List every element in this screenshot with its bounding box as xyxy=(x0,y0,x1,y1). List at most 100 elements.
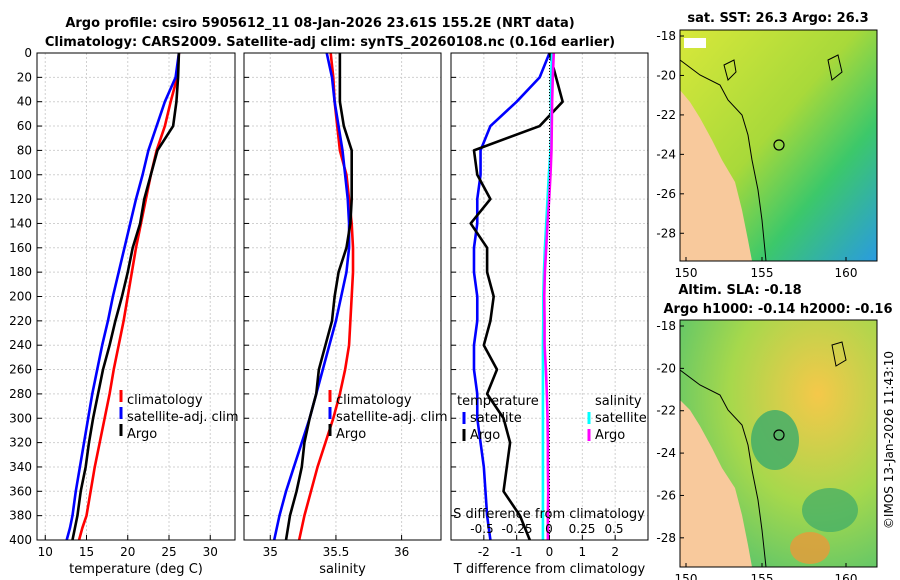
salinity-series-argo xyxy=(284,53,353,541)
map-ytick-label: -28 xyxy=(656,226,676,240)
map-ytick-label: -28 xyxy=(656,531,676,545)
salinity-xtick-label: 35.5 xyxy=(323,545,350,559)
sla-map-title-line1: Altim. SLA: -0.18 xyxy=(678,283,801,298)
depth-tick-label: 160 xyxy=(9,241,32,255)
diff-salinity-tick-label: 0.25 xyxy=(569,522,596,536)
diff-legend-salinity-label: Argo xyxy=(595,428,625,443)
figure-title-line2: Climatology: CARS2009. Satellite-adj cli… xyxy=(45,35,615,50)
sla-eddy xyxy=(751,410,799,470)
temperature-xlabel: temperature (deg C) xyxy=(69,562,203,577)
depth-tick-label: 220 xyxy=(9,314,32,328)
temperature-series-climatology xyxy=(77,52,181,541)
diff-legend-salinity-label: satellite xyxy=(595,411,647,426)
depth-tick-label: 280 xyxy=(9,387,32,401)
depth-tick-label: 100 xyxy=(9,168,32,182)
salinity-xtick-label: 35 xyxy=(263,545,278,559)
depth-tick-label: 380 xyxy=(9,509,32,523)
salinity-legend-label: Argo xyxy=(336,427,366,442)
depth-tick-label: 140 xyxy=(9,216,32,230)
diff-salinity-tick-label: -0.5 xyxy=(470,522,493,536)
depth-tick-label: 40 xyxy=(17,95,32,109)
depth-tick-label: 340 xyxy=(9,460,32,474)
salinity-legend-label: climatology xyxy=(336,393,412,408)
diff-legend-temperature-label: satellite xyxy=(470,411,522,426)
sla-map: Altim. SLA: -0.18 Argo h1000: -0.14 h200… xyxy=(656,283,892,580)
sst-land xyxy=(680,30,752,261)
depth-tick-label: 60 xyxy=(17,119,32,133)
salinity-xtick-label: 36 xyxy=(394,545,409,559)
temperature-legend-label: Argo xyxy=(127,427,157,442)
difference-xtick-label: 0 xyxy=(546,545,554,559)
map-ytick-label: -20 xyxy=(656,68,676,82)
sst-reef-contour-2 xyxy=(827,54,843,81)
sst-reef-contour xyxy=(723,59,737,81)
salinity-series-satellite-adj-clim xyxy=(272,52,351,541)
difference-xtick-label: -2 xyxy=(478,545,490,559)
diff-salinity-axis-label: S difference from climatology xyxy=(453,507,645,522)
sst-map-frame xyxy=(679,29,878,262)
salinity-axes-frame xyxy=(243,52,442,541)
depth-tick-label: 200 xyxy=(9,290,32,304)
map-ytick-label: -22 xyxy=(656,108,676,122)
sst-map-title: sat. SST: 26.3 Argo: 26.3 xyxy=(687,11,868,26)
sst-missing-data xyxy=(684,38,706,48)
map-xtick-label: 160 xyxy=(835,266,858,280)
map-xtick-label: 160 xyxy=(835,572,858,580)
difference-axes-frame xyxy=(450,52,649,541)
map-ytick-label: -18 xyxy=(656,29,676,43)
depth-tick-label: 400 xyxy=(9,533,32,547)
depth-tick-label: 0 xyxy=(24,46,32,60)
depth-tick-label: 320 xyxy=(9,436,32,450)
depth-tick-label: 260 xyxy=(9,363,32,377)
difference-xtick-label: 1 xyxy=(579,545,587,559)
temperature-xtick-label: 15 xyxy=(79,545,94,559)
difference-xtick-label: -1 xyxy=(511,545,523,559)
salinity-xlabel: salinity xyxy=(319,562,366,577)
temperature-legend-label: climatology xyxy=(127,393,203,408)
temperature-xtick-label: 25 xyxy=(161,545,176,559)
map-ytick-label: -24 xyxy=(656,446,676,460)
map-ytick-label: -24 xyxy=(656,147,676,161)
credit-stamp: ©IMOS 13-Jan-2026 11:43:10 xyxy=(882,351,896,529)
map-ytick-label: -18 xyxy=(656,319,676,333)
depth-tick-label: 180 xyxy=(9,265,32,279)
sst-argo-marker xyxy=(773,139,785,151)
depth-tick-label: 120 xyxy=(9,192,32,206)
salinity-panel: 35 35.5 36 salinity climatology satellite-adj… xyxy=(243,52,448,577)
map-ytick-label: -20 xyxy=(656,361,676,375)
map-ytick-label: -26 xyxy=(656,187,676,201)
temperature-panel: 10 15 20 25 30020406080100120140160180200220… xyxy=(9,46,239,577)
sst-map: sat. SST: 26.3 Argo: 26.3 150 155 160 -18 -2… xyxy=(656,11,878,280)
sla-map-frame xyxy=(679,319,878,568)
map-ytick-label: -26 xyxy=(656,488,676,502)
diff-legend-salinity-title: salinity xyxy=(595,394,642,409)
figure-title-line1: Argo profile: csiro 5905612_11 08-Jan-20… xyxy=(65,16,574,31)
temperature-legend-label: satellite-adj. clim xyxy=(127,410,239,425)
sla-eddy-3 xyxy=(790,532,830,564)
map-xtick-label: 150 xyxy=(675,266,698,280)
diff-salinity-tick-label: -0.25 xyxy=(501,522,532,536)
difference-panel: -2 -1 0 1 2 T difference from climatology temp… xyxy=(450,52,649,577)
temperature-series-argo xyxy=(71,52,181,541)
sla-reef-contour xyxy=(831,341,847,367)
diff-legend-temperature-label: Argo xyxy=(470,428,500,443)
sst-contour-200m xyxy=(679,59,767,262)
map-xtick-label: 155 xyxy=(751,572,774,580)
map-xtick-label: 155 xyxy=(751,266,774,280)
sla-eddy-2 xyxy=(802,488,858,532)
depth-tick-label: 240 xyxy=(9,338,32,352)
depth-tick-label: 360 xyxy=(9,484,32,498)
map-xtick-label: 150 xyxy=(675,572,698,580)
temperature-xtick-label: 10 xyxy=(38,545,53,559)
depth-tick-label: 20 xyxy=(17,70,32,84)
sla-argo-marker xyxy=(773,429,785,441)
difference-xtick-label: 2 xyxy=(611,545,619,559)
diff-legend-temperature-title: temperature xyxy=(457,394,539,409)
map-ytick-label: -22 xyxy=(656,404,676,418)
temperature-xtick-label: 30 xyxy=(203,545,218,559)
sla-contour-200m xyxy=(679,369,767,568)
diff-salinity-tick-label: 0.5 xyxy=(604,522,623,536)
salinity-legend-label: satellite-adj. clim xyxy=(336,410,448,425)
difference-series-temperature-satellite xyxy=(472,52,551,541)
